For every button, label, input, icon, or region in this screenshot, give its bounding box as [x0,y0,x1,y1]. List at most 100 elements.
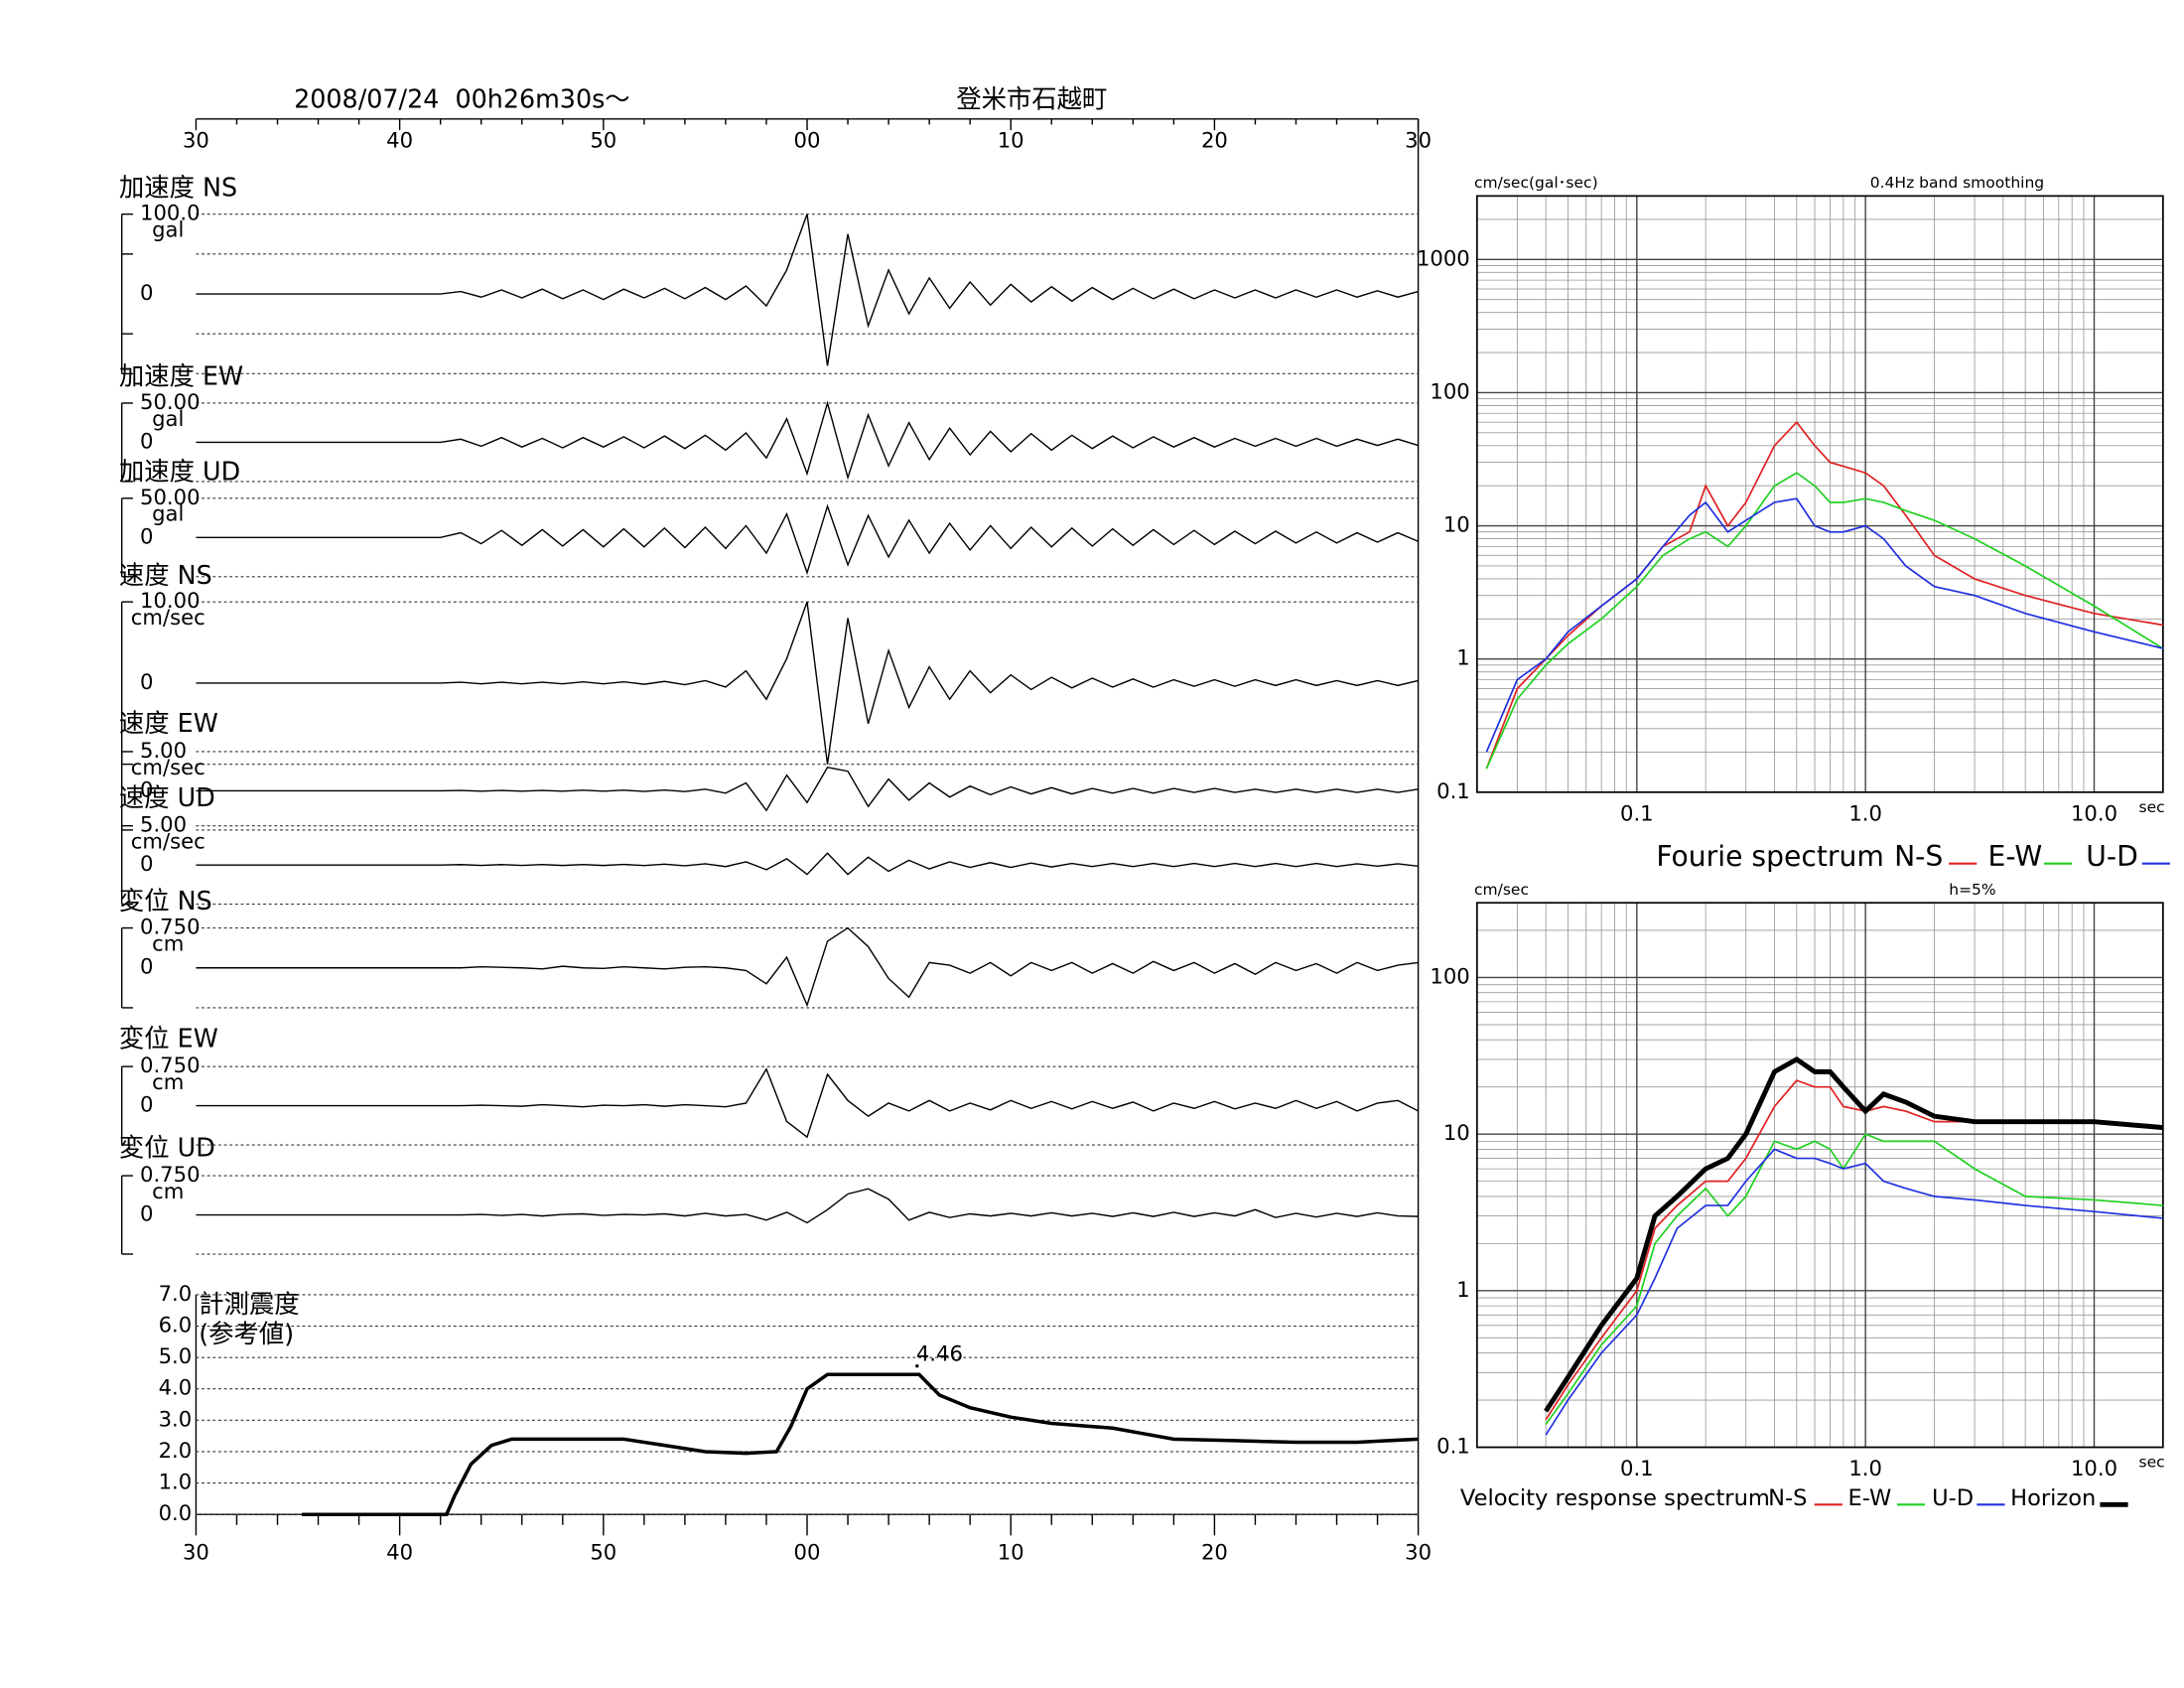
legend-label: N-S [1894,840,1943,873]
y-tick-label: 0 [140,776,153,801]
annotation: 4.46 [916,1340,963,1365]
y-axis-label: cm/sec [1474,881,1529,899]
waveform-trace [196,400,1419,481]
unit-label: cm [152,930,184,955]
x-tick-label: 50 [590,1540,616,1565]
waveform-trace [196,1067,1419,1139]
spectrum-line [1545,1079,2163,1421]
x-tick-label: 30 [1405,1540,1432,1565]
unit-label: gal [152,406,184,431]
y-tick-label: 100 [1430,378,1469,403]
y-tick-label: 0.750 [140,914,200,939]
unit-label: cm/sec [131,829,205,854]
unit-label: cm [152,1179,184,1203]
y-tick-label: 1000 [1417,245,1470,270]
y-tick-label: 1 [1456,645,1469,670]
x-tick-label: 30 [183,1540,209,1565]
y-tick-label: 100.0 [140,201,200,225]
waveform-trace [196,213,1419,366]
y-tick-label: 7.0 [159,1281,193,1306]
x-tick-label: 0.1 [1620,1456,1654,1480]
x-tick-label: 10.0 [2071,800,2117,825]
panel-label: 変位 EW [119,1023,218,1053]
x-tick-label: 10 [998,1540,1024,1565]
y-tick-label: 0 [140,280,153,305]
legend-title: Velocity response spectrum [1460,1485,1770,1511]
x-tick-label: 30 [183,127,209,152]
y-tick-label: 3.0 [159,1406,193,1431]
waveform-trace [196,766,1419,812]
legend-label: U-D [1932,1485,1974,1511]
y-tick-label: 100 [1430,963,1469,988]
legend-title: Fourie spectrum [1656,840,1883,873]
y-tick-label: 0.1 [1436,778,1470,803]
y-tick-label: 50.00 [140,389,200,414]
y-tick-label: 10 [1443,512,1470,537]
spectrum-line [1485,497,2164,753]
y-tick-label: 0 [140,523,153,548]
y-axis-label: cm/sec(gal･sec) [1474,174,1598,192]
plot-frame [1475,902,2164,1449]
panel-label: 加速度 UD [119,456,240,486]
x-tick-label: 20 [1201,127,1228,152]
spectrum-line [1545,1148,2163,1436]
unit-label: gal [152,501,184,526]
plot-frame [1475,195,2164,793]
intensity-subtitle: (参考値) [199,1319,294,1348]
y-tick-label: 5.00 [140,812,187,837]
waveform-trace [196,503,1419,576]
x-tick-label: 00 [794,127,821,152]
x-tick-label: 0.1 [1620,800,1654,825]
y-tick-label: 0 [140,954,153,979]
x-tick-label: 1.0 [1848,800,1882,825]
panel-label: 変位 UD [119,1132,215,1162]
y-tick-label: 5.0 [159,1343,193,1368]
y-tick-label: 0 [140,1201,153,1226]
panel-label: 加速度 EW [119,361,243,391]
waveform-title: 2008/07/24 00h26m30s〜 [294,83,630,113]
y-tick-label: 0.1 [1436,1434,1470,1459]
waveform-trace [196,926,1419,1008]
legend-label: N-S [1768,1485,1807,1511]
x-tick-label: 1.0 [1848,1456,1882,1480]
spectrum-line [1485,472,2164,770]
x-axis-label: sec [2138,1454,2164,1472]
subtitle: h=5% [1949,881,1995,899]
intensity-line [302,1372,1419,1516]
annotation-dot [915,1364,919,1368]
x-tick-label: 10.0 [2071,1456,2117,1480]
intensity-title: 計測震度 [199,1289,299,1319]
y-tick-label: 5.00 [140,738,187,763]
waveform-trace [196,852,1419,876]
y-tick-label: 6.0 [159,1313,193,1337]
y-tick-label: 1.0 [159,1470,193,1494]
x-axis-label: sec [2138,798,2164,816]
subtitle: 0.4Hz band smoothing [1870,174,2044,192]
x-tick-label: 20 [1201,1540,1228,1565]
y-tick-label: 0 [140,669,153,694]
unit-label: cm [152,1069,184,1094]
y-tick-label: 0 [140,851,153,876]
y-tick-label: 10 [1443,1120,1470,1145]
panel-label: 変位 NS [119,886,212,915]
x-tick-label: 50 [590,127,616,152]
legend-label: Horizon [2010,1485,2096,1511]
y-tick-label: 0.750 [140,1053,200,1077]
y-tick-label: 1 [1456,1277,1469,1302]
station-name: 登米市石越町 [956,83,1107,113]
waveform-trace [196,1188,1419,1224]
panel-label: 速度 NS [119,560,212,590]
y-tick-label: 0 [140,1092,153,1117]
unit-label: cm/sec [131,605,205,630]
unit-label: gal [152,217,184,242]
spectrum-line [1544,1055,2164,1413]
legend-label: E-W [1988,840,2043,873]
unit-label: cm/sec [131,755,205,779]
x-tick-label: 10 [998,127,1024,152]
panel-label: 速度 UD [119,782,215,812]
legend-label: U-D [2086,840,2138,873]
x-tick-label: 00 [794,1540,821,1565]
waveform-trace [196,601,1419,765]
